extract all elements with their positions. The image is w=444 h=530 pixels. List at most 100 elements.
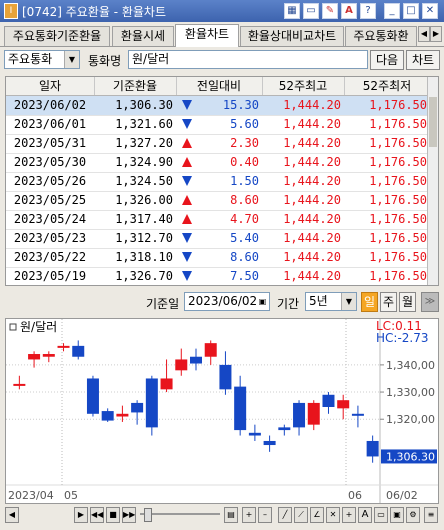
table-row[interactable]: 2023/05/26 1,324.50 1.50 1,444.20 1,176.50 bbox=[6, 172, 430, 192]
help-icon[interactable]: ? bbox=[360, 3, 376, 19]
cell-change: 0.40 bbox=[230, 155, 259, 169]
tab-scroll-left-icon[interactable]: ◀ bbox=[418, 26, 430, 42]
tab-rate-chart[interactable]: 환율차트 bbox=[175, 24, 239, 47]
header-52w-high[interactable]: 52주최고 bbox=[262, 77, 345, 95]
maximize-icon[interactable]: □ bbox=[403, 3, 419, 19]
print-icon[interactable]: ▭ bbox=[374, 507, 388, 523]
candle-body bbox=[337, 400, 350, 409]
table-row[interactable]: 2023/05/25 1,326.00 8.60 1,444.20 1,176.50 bbox=[6, 191, 430, 211]
x-tick-label: 05 bbox=[64, 489, 78, 502]
chevron-down-icon: ▼ bbox=[64, 51, 79, 68]
tab-relative-compare-chart[interactable]: 환율상대비교차트 bbox=[240, 26, 344, 46]
monthly-button[interactable]: 월 bbox=[399, 292, 416, 312]
draw-plus-icon[interactable]: + bbox=[342, 507, 356, 523]
zoom-slider-handle[interactable] bbox=[144, 508, 152, 522]
tab-scroll-right-icon[interactable]: ▶ bbox=[430, 26, 442, 42]
window-layout-icon[interactable]: ▦ bbox=[284, 3, 300, 19]
up-triangle-icon bbox=[182, 214, 192, 224]
scrollbar-thumb[interactable] bbox=[429, 97, 437, 147]
zoom-slider-track[interactable] bbox=[140, 513, 220, 515]
tab-bar: 주요통화기준환율 환율시세 환율차트 환율상대비교차트 주요통화환 bbox=[0, 24, 444, 47]
base-date-value: 2023/06/02 bbox=[188, 294, 258, 308]
down-triangle-icon bbox=[182, 100, 192, 110]
text-tool-icon[interactable]: A bbox=[358, 507, 372, 523]
table-row[interactable]: 2023/05/31 1,327.20 2.30 1,444.20 1,176.50 bbox=[6, 134, 430, 154]
base-date-input[interactable]: 2023/06/02 ▣ bbox=[184, 292, 270, 311]
tab-key-currency-more[interactable]: 주요통화환 bbox=[345, 26, 417, 46]
font-size-icon[interactable]: A bbox=[341, 3, 357, 19]
cell-base-rate: 1,324.50 bbox=[115, 174, 173, 188]
restore-window-icon[interactable]: ▭ bbox=[303, 3, 319, 19]
candle-body bbox=[293, 402, 306, 428]
cell-date: 2023/06/02 bbox=[13, 98, 87, 112]
currency-select[interactable]: 원/달러 bbox=[128, 50, 368, 69]
y-tick-label: 1,320,00 bbox=[386, 413, 435, 426]
candlestick-chart[interactable]: 1,340,00 1,330,00 1,320,00 원/달러 LC:0.11 HC:-2… bbox=[5, 318, 439, 504]
candle-body bbox=[351, 413, 364, 416]
expand-icon[interactable]: ≫ bbox=[421, 292, 439, 312]
settings-icon[interactable]: ⚙ bbox=[406, 507, 420, 523]
daily-button[interactable]: 일 bbox=[361, 292, 378, 312]
next-button[interactable]: 다음 bbox=[370, 50, 404, 70]
calendar-icon[interactable]: ▣ bbox=[256, 293, 269, 310]
x-tick-label: 06 bbox=[348, 489, 362, 502]
tab-key-currency-rate[interactable]: 주요통화기준환율 bbox=[4, 26, 110, 46]
rewind-icon[interactable]: ◀◀ bbox=[90, 507, 104, 523]
table-row[interactable]: 2023/05/30 1,324.90 0.40 1,444.20 1,176.50 bbox=[6, 153, 430, 173]
stop-icon[interactable]: ■ bbox=[106, 507, 120, 523]
title-bar: I [0742] 주요환율 - 환율차트 ▦ ▭ ✎ A ? _ □ ✕ bbox=[0, 0, 444, 22]
cell-52w-low: 1,176.50 bbox=[369, 117, 427, 131]
fast-forward-icon[interactable]: ▶▶ bbox=[122, 507, 136, 523]
tab-rate-quotes[interactable]: 환율시세 bbox=[112, 26, 174, 46]
edit-icon[interactable]: ✎ bbox=[322, 3, 338, 19]
table-scrollbar[interactable] bbox=[427, 77, 438, 285]
more-icon[interactable]: ≡ bbox=[424, 507, 438, 523]
table-row[interactable]: 2023/05/23 1,312.70 5.40 1,444.20 1,176.50 bbox=[6, 229, 430, 249]
cell-date: 2023/05/19 bbox=[13, 269, 87, 283]
candle-body bbox=[86, 378, 99, 414]
table-row[interactable]: 2023/05/24 1,317.40 4.70 1,444.20 1,176.50 bbox=[6, 210, 430, 230]
cell-date: 2023/05/30 bbox=[13, 155, 87, 169]
draw-cross-icon[interactable]: ✕ bbox=[326, 507, 340, 523]
draw-line-icon[interactable]: ╱ bbox=[278, 507, 292, 523]
candle-body bbox=[190, 356, 202, 364]
chart-legend: 원/달러 bbox=[20, 320, 57, 334]
scroll-left-icon[interactable]: ◀ bbox=[5, 507, 19, 523]
cell-date: 2023/06/01 bbox=[13, 117, 87, 131]
down-triangle-icon bbox=[182, 271, 192, 281]
chart-button[interactable]: 차트 bbox=[406, 50, 440, 70]
header-52w-low[interactable]: 52주최저 bbox=[344, 77, 431, 95]
header-change[interactable]: 전일대비 bbox=[176, 77, 263, 95]
table-row[interactable]: 2023/06/01 1,321.60 5.60 1,444.20 1,176.50 bbox=[6, 115, 430, 135]
cell-change: 15.30 bbox=[222, 98, 259, 112]
draw-trend-icon[interactable]: ⟋ bbox=[294, 507, 308, 523]
y-tick-label: 1,340,00 bbox=[386, 359, 435, 372]
hc-label: HC:-2.73 bbox=[376, 331, 429, 345]
currency-value: 원/달러 bbox=[132, 52, 170, 66]
draw-angle-icon[interactable]: ∠ bbox=[310, 507, 324, 523]
down-triangle-icon bbox=[182, 176, 192, 186]
rate-table: 일자 기준환율 전일대비 52주최고 52주최저 2023/06/02 1,306… bbox=[5, 76, 439, 286]
split-view-icon[interactable]: ▤ bbox=[224, 507, 238, 523]
up-triangle-icon bbox=[182, 138, 192, 148]
cell-base-rate: 1,306.30 bbox=[115, 98, 173, 112]
period-select[interactable]: 5년 ▼ bbox=[305, 292, 357, 311]
cell-52w-low: 1,176.50 bbox=[369, 212, 427, 226]
close-icon[interactable]: ✕ bbox=[422, 3, 438, 19]
cell-change: 8.60 bbox=[230, 193, 259, 207]
header-base-rate[interactable]: 기준환율 bbox=[94, 77, 177, 95]
table-row[interactable]: 2023/06/02 1,306.30 15.30 1,444.20 1,176.50 bbox=[6, 96, 430, 116]
zoom-in-icon[interactable]: + bbox=[242, 507, 256, 523]
table-row[interactable]: 2023/05/19 1,326.70 7.50 1,444.20 1,176.50 bbox=[6, 267, 430, 285]
scroll-right-icon[interactable]: ▶ bbox=[74, 507, 88, 523]
minimize-icon[interactable]: _ bbox=[384, 3, 400, 19]
header-date[interactable]: 일자 bbox=[6, 77, 95, 95]
weekly-button[interactable]: 주 bbox=[380, 292, 397, 312]
cell-52w-low: 1,176.50 bbox=[369, 269, 427, 283]
table-row[interactable]: 2023/05/22 1,318.10 8.60 1,444.20 1,176.50 bbox=[6, 248, 430, 268]
candle-body bbox=[366, 440, 379, 457]
cell-base-rate: 1,327.20 bbox=[115, 136, 173, 150]
zoom-out-icon[interactable]: – bbox=[258, 507, 272, 523]
category-select[interactable]: 주요통화 ▼ bbox=[4, 50, 80, 69]
save-icon[interactable]: ▣ bbox=[390, 507, 404, 523]
